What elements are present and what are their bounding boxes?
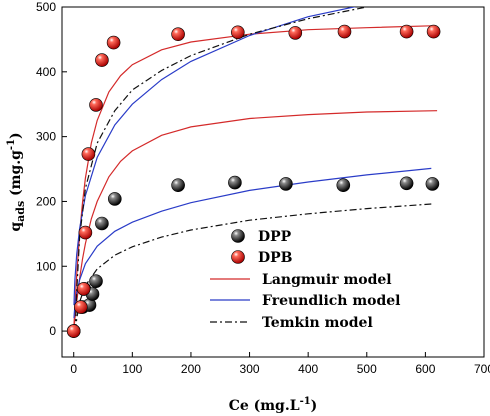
legend-label-freundlich-model: Freundlich model: [262, 293, 401, 309]
dpp-point: [108, 192, 122, 206]
dpb-point: [337, 24, 352, 39]
dpp-point: [425, 177, 440, 191]
y-axis-label-unit: (mg.g: [8, 150, 24, 201]
x-axis-label-superscript: -1: [300, 396, 311, 407]
y-tick-label: 100: [36, 259, 56, 273]
y-axis-label-subscript: ads: [14, 201, 27, 222]
dpb-point: [426, 24, 441, 39]
x-axis-label-main: Ce (mg.L: [229, 398, 300, 414]
x-tick-label: 0: [70, 362, 77, 376]
plot-frame: [61, 6, 485, 358]
x-tick-label: 400: [298, 362, 318, 376]
dpp-point: [336, 178, 351, 192]
legend: DPP DPB Langmuir model Freundlich model Temk…: [210, 229, 401, 331]
dpb-point: [106, 35, 121, 50]
x-axis-label-close: ): [311, 398, 318, 414]
y-axis-label-superscript: -1: [6, 139, 17, 150]
x-tick-label: 500: [357, 362, 377, 376]
y-tick-label: 0: [49, 324, 56, 338]
legend-label-dpp: DPP: [258, 229, 292, 245]
dpb-point: [288, 26, 303, 40]
x-axis-ticks: 0 100 200 300 400 500 600 700: [70, 352, 490, 376]
legend-symbol-dpp: [231, 229, 245, 243]
freundlich-model-curve-2: [73, 7, 357, 306]
temkin-model-curve-1: [74, 203, 432, 332]
dpp-point: [171, 178, 185, 192]
x-tick-label: 700: [474, 362, 490, 376]
x-tick-label: 300: [240, 362, 260, 376]
x-tick-label: 600: [415, 362, 435, 376]
y-tick-label: 300: [36, 130, 56, 144]
dpb-point: [74, 300, 88, 314]
dpb-point: [81, 147, 96, 161]
x-tick-label: 100: [122, 362, 142, 376]
y-axis-ticks: 0 100 200 300 400 500: [36, 0, 67, 338]
x-tick-label: 200: [181, 362, 201, 376]
y-axis-label: qads (mg.g-1): [6, 132, 27, 231]
y-axis-label-close: ): [8, 132, 24, 139]
x-axis-label: Ce (mg.L-1): [229, 396, 318, 414]
dpp-point: [279, 177, 293, 191]
legend-label-langmuir-model: Langmuir model: [262, 272, 392, 288]
dpb-point: [89, 98, 103, 112]
dpb-point: [171, 27, 185, 42]
y-tick-label: 400: [36, 65, 56, 79]
dpb-point: [66, 324, 81, 338]
legend-label-temkin-model: Temkin model: [262, 315, 373, 331]
data-points: [66, 24, 441, 338]
legend-symbol-dpb: [231, 250, 245, 264]
dpp-point: [89, 274, 103, 289]
dpb-point: [78, 225, 93, 240]
temkin-model-curve-2: [74, 7, 367, 332]
dpb-point: [76, 282, 91, 296]
y-tick-label: 500: [36, 0, 56, 14]
y-axis-label-main: q: [8, 222, 24, 232]
dpb-point: [231, 25, 245, 40]
dpp-point: [399, 176, 414, 191]
y-tick-label: 200: [36, 194, 56, 208]
dpp-point: [95, 216, 109, 231]
dpb-point: [95, 53, 109, 67]
dpp-point: [228, 175, 242, 190]
dpb-point: [399, 24, 414, 39]
legend-label-dpb: DPB: [258, 250, 293, 266]
langmuir-model-curve-2: [73, 25, 432, 332]
